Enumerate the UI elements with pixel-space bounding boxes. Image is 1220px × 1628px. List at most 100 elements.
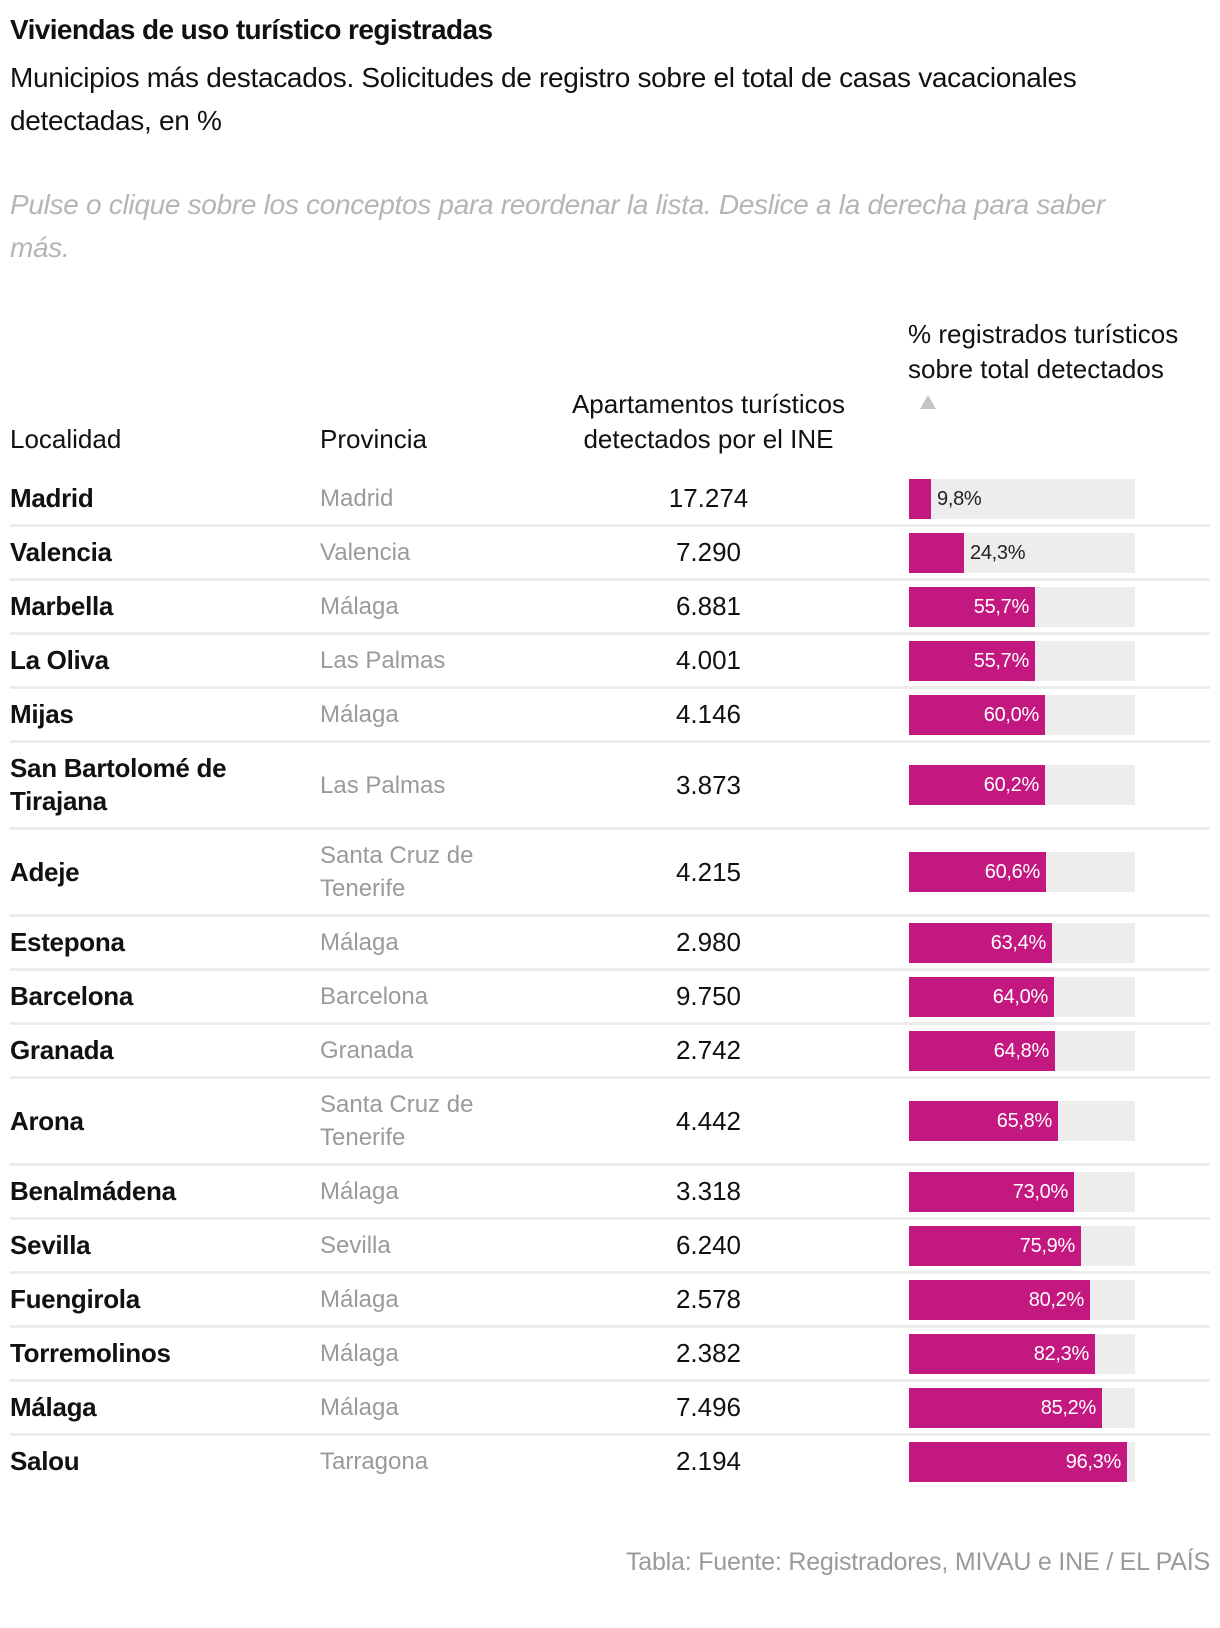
table-row: Mijas Málaga 4.146 60,0% [10,689,1210,743]
cell-localidad: Adeje [10,856,80,887]
bar-value-label: 73,0% [1012,1180,1069,1203]
instruction-hint: Pulse o clique sobre los conceptos para … [10,189,1105,263]
cell-localidad: Sevilla [10,1230,91,1260]
cell-localidad: Granada [10,1035,114,1065]
bar-fill [909,1333,1095,1374]
bar-fill [909,1441,1127,1482]
bar-fill [909,852,1046,892]
column-header-porcentaje-label: % registrados turísticos sobre total det… [908,319,1179,384]
table-row: Benalmádena Málaga 3.318 73,0% [10,1166,1210,1220]
cell-provincia: Las Palmas [320,647,446,674]
bar-value-label: 24,3% [970,541,1026,564]
cell-localidad: Estepona [10,927,125,957]
table-header: Localidad Provincia Apartamentos turísti… [10,315,1210,465]
cell-localidad: San Bartolomé de Tirajana [10,753,227,816]
cell-provincia: Málaga [320,1394,399,1421]
table-row: Salou Tarragona 2.194 96,3% [10,1436,1210,1487]
cell-provincia: Málaga [320,1178,399,1205]
bar-fill [909,1279,1090,1320]
cell-porcentaje: 55,7% [909,635,1135,686]
table-row: San Bartolomé de Tirajana Las Palmas 3.873… [10,743,1210,830]
bar-fill [909,1101,1058,1141]
cell-provincia: Málaga [320,1340,399,1367]
table-body: Madrid Madrid 17.274 9,8% Valencia Valencia 7.… [10,473,1210,1487]
table-row: Estepona Málaga 2.980 63,4% [10,917,1210,971]
cell-apartamentos: 2.578 [675,1284,742,1314]
cell-porcentaje: 60,6% [909,830,1135,914]
column-header-provincia[interactable]: Provincia [320,424,427,454]
cell-provincia: Sevilla [320,1232,391,1259]
bar-fill [909,1030,1055,1071]
bar-fill [909,976,1054,1017]
bar-track: 82,3% [909,1333,1135,1374]
bar-track: 63,4% [909,922,1135,963]
table-row: Granada Granada 2.742 64,8% [10,1025,1210,1079]
cell-apartamentos: 3.318 [675,1176,742,1206]
cell-provincia: Madrid [320,485,394,512]
table-row: Valencia Valencia 7.290 24,3% [10,527,1210,581]
sort-ascending-icon[interactable] [920,395,936,409]
cell-apartamentos: 4.001 [675,645,742,675]
cell-apartamentos: 6.240 [675,1230,742,1260]
bar-fill [909,694,1045,735]
cell-localidad: Valencia [10,537,112,567]
column-header-localidad[interactable]: Localidad [10,424,122,454]
cell-porcentaje: 55,7% [909,581,1135,632]
cell-porcentaje: 9,8% [909,473,1135,524]
table-row: Barcelona Barcelona 9.750 64,0% [10,971,1210,1025]
cell-localidad: Mijas [10,699,74,729]
chart-title: Viviendas de uso turístico registradas [10,14,493,45]
bar-track: 60,6% [909,852,1135,892]
cell-apartamentos: 4.215 [675,856,742,887]
cell-porcentaje: 60,2% [909,743,1135,827]
cell-porcentaje: 82,3% [909,1328,1135,1379]
bar-value-label: 60,2% [983,774,1040,796]
cell-localidad: Benalmádena [10,1176,176,1206]
bar-fill [909,586,1035,627]
column-header-porcentaje[interactable]: % registrados turísticos sobre total det… [908,317,1188,409]
bar-track: 85,2% [909,1387,1135,1428]
cell-apartamentos: 7.496 [675,1392,742,1422]
bar-track: 96,3% [909,1441,1135,1482]
cell-porcentaje: 80,2% [909,1274,1135,1325]
cell-provincia: Valencia [320,539,411,566]
cell-apartamentos: 7.290 [675,537,742,567]
bar-fill [909,922,1052,963]
cell-provincia: Málaga [320,593,399,620]
table-row: Sevilla Sevilla 6.240 75,9% [10,1220,1210,1274]
bar-track: 55,7% [909,586,1135,627]
bar-track: 24,3% [909,532,1135,573]
cell-localidad: La Oliva [10,645,109,675]
bar-fill [909,765,1045,805]
cell-localidad: Madrid [10,483,94,513]
cell-localidad: Barcelona [10,981,134,1011]
bar-fill [909,1387,1102,1428]
bar-fill [909,532,964,573]
table-row: Madrid Madrid 17.274 9,8% [10,473,1210,527]
cell-provincia: Málaga [320,929,399,956]
column-header-apartamentos[interactable]: Apartamentos turísticos detectados por e… [571,389,846,454]
bar-track: 60,2% [909,765,1135,805]
bar-value-label: 96,3% [1065,1450,1122,1473]
cell-porcentaje: 65,8% [909,1079,1135,1163]
cell-porcentaje: 75,9% [909,1220,1135,1271]
source-credit: Tabla: Fuente: Registradores, MIVAU e IN… [625,1548,1210,1576]
cell-provincia: Barcelona [320,983,429,1010]
cell-provincia: Málaga [320,701,399,728]
cell-porcentaje: 73,0% [909,1166,1135,1217]
bar-track: 75,9% [909,1225,1135,1266]
cell-localidad: Fuengirola [10,1284,140,1314]
table-row: Marbella Málaga 6.881 55,7% [10,581,1210,635]
cell-porcentaje: 96,3% [909,1436,1135,1487]
bar-value-label: 60,0% [983,703,1040,726]
cell-provincia: Las Palmas [320,771,446,799]
cell-apartamentos: 2.194 [675,1446,742,1476]
bar-fill [909,1225,1081,1266]
bar-value-label: 64,8% [993,1039,1050,1062]
bar-value-label: 9,8% [937,487,982,510]
bar-fill [909,640,1035,681]
cell-porcentaje: 63,4% [909,917,1135,968]
cell-porcentaje: 60,0% [909,689,1135,740]
cell-localidad: Marbella [10,591,114,621]
cell-apartamentos: 17.274 [668,483,749,513]
